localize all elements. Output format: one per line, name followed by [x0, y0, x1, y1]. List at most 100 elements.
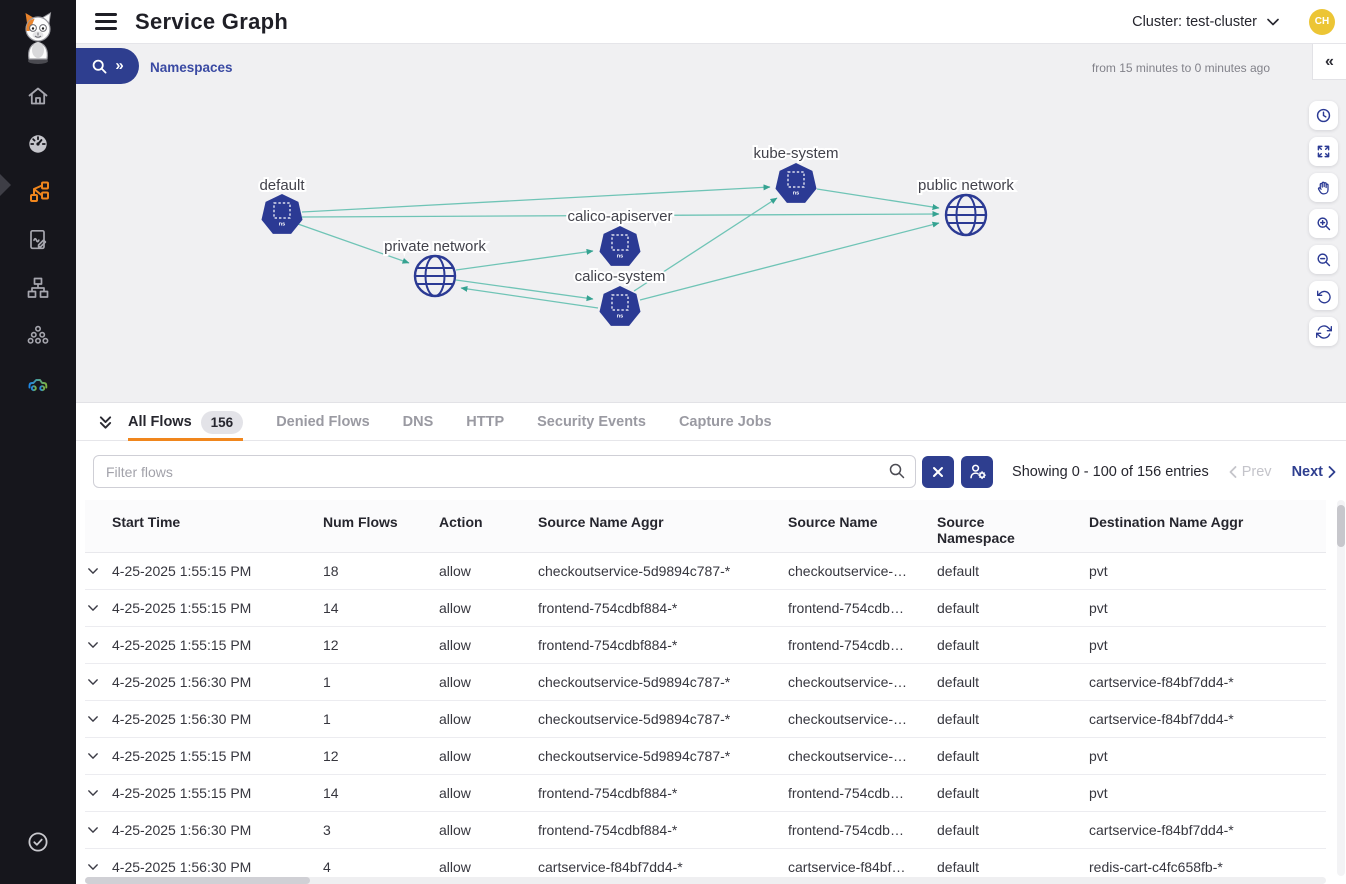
row-expand-chevron-icon[interactable] [85, 715, 112, 723]
next-page-button[interactable]: Next [1292, 464, 1336, 480]
collapse-flows-button[interactable] [92, 415, 118, 430]
row-expand-chevron-icon[interactable] [85, 604, 112, 612]
row-expand-chevron-icon[interactable] [85, 752, 112, 760]
cell-action: allow [439, 748, 471, 764]
column-header-source-name[interactable]: Source Name [788, 514, 878, 530]
breadcrumb[interactable]: Namespaces [150, 60, 233, 75]
table-row[interactable]: 4-25-2025 1:56:30 PM 3 allow frontend-754cd… [85, 812, 1326, 849]
prev-page-button[interactable]: Prev [1229, 464, 1272, 480]
sidebar-item-compliance[interactable] [0, 818, 76, 866]
table-row[interactable]: 4-25-2025 1:55:15 PM 12 allow frontend-754c… [85, 627, 1326, 664]
next-label: Next [1291, 463, 1323, 480]
hamburger-menu-button[interactable] [95, 13, 117, 30]
collapse-side-panel-button[interactable]: « [1312, 44, 1346, 80]
clock-icon [1316, 108, 1331, 123]
column-settings-button[interactable] [961, 455, 993, 488]
cell-start-time: 4-25-2025 1:56:30 PM [112, 859, 252, 875]
car-icon [28, 379, 48, 392]
zoom-out-icon [1317, 253, 1331, 267]
close-icon [933, 466, 943, 477]
time-range-button[interactable] [1309, 101, 1338, 130]
cell-source-name-aggr: checkoutservice-5d9894c787-* [538, 563, 731, 579]
graph-node-private-network[interactable] [413, 254, 457, 298]
service-graph-canvas[interactable]: ns ns ns ns default private network cali… [76, 44, 1346, 402]
row-expand-chevron-icon[interactable] [85, 641, 112, 649]
row-expand-chevron-icon[interactable] [85, 826, 112, 834]
undo-button[interactable] [1309, 281, 1338, 310]
graph-search-button[interactable]: » [76, 48, 139, 84]
fit-to-screen-button[interactable] [1309, 137, 1338, 166]
cell-source-namespace: default [937, 711, 980, 727]
table-row[interactable]: 4-25-2025 1:56:30 PM 1 allow checkoutservic… [85, 701, 1326, 738]
sidebar-item-home[interactable] [0, 72, 76, 120]
table-row[interactable]: 4-25-2025 1:55:15 PM 18 allow checkoutservi… [85, 553, 1326, 590]
sidebar-item-service-graph[interactable] [0, 168, 76, 216]
graph-node-calico-system[interactable]: ns [598, 285, 642, 327]
cell-num-flows: 3 [323, 822, 331, 838]
column-header-source-name-aggr[interactable]: Source Name Aggr [538, 514, 664, 530]
sidebar-item-logs[interactable] [0, 216, 76, 264]
cell-source-name: frontend-754cdb… [788, 822, 904, 838]
cell-num-flows: 12 [323, 637, 339, 653]
cell-num-flows: 12 [323, 748, 339, 764]
tab-label: DNS [402, 414, 434, 430]
cell-action: allow [439, 785, 471, 801]
cell-start-time: 4-25-2025 1:56:30 PM [112, 822, 252, 838]
tab-all-flows[interactable]: All Flows 156 [128, 404, 244, 441]
flows-filter-row: Showing 0 - 100 of 156 entries Prev Next [93, 455, 1336, 488]
cell-source-name-aggr: cartservice-f84bf7dd4-* [538, 859, 683, 875]
zoom-out-button[interactable] [1309, 245, 1338, 274]
zoom-in-button[interactable] [1309, 209, 1338, 238]
avatar-initials: CH [1314, 16, 1330, 27]
cluster-selector[interactable]: Cluster: test-cluster [1132, 14, 1279, 30]
service-graph-icon [30, 181, 49, 202]
row-expand-chevron-icon[interactable] [85, 789, 112, 797]
tab-denied-flows[interactable]: Denied Flows [276, 404, 369, 440]
row-expand-chevron-icon[interactable] [85, 567, 112, 575]
horizontal-scrollbar-thumb[interactable] [85, 877, 310, 884]
cell-source-name-aggr: checkoutservice-5d9894c787-* [538, 674, 731, 690]
tab-capture-jobs[interactable]: Capture Jobs [679, 404, 772, 440]
tab-dns[interactable]: DNS [403, 404, 434, 440]
cell-action: allow [439, 674, 471, 690]
cell-source-name: checkoutservice-… [788, 563, 908, 579]
table-row[interactable]: 4-25-2025 1:55:15 PM 12 allow checkoutservi… [85, 738, 1326, 775]
horizontal-scrollbar-track[interactable] [85, 877, 1326, 884]
column-header-num-flows[interactable]: Num Flows [323, 514, 398, 530]
table-row[interactable]: 4-25-2025 1:55:15 PM 14 allow frontend-754c… [85, 590, 1326, 627]
graph-node-public-network[interactable] [944, 193, 988, 237]
cell-source-name-aggr: frontend-754cdbf884-* [538, 822, 678, 838]
sidebar-item-dashboard[interactable] [0, 120, 76, 168]
graph-node-label: public network [918, 177, 1014, 194]
sidebar-item-network-sets[interactable] [0, 264, 76, 312]
svg-text:ns: ns [793, 191, 799, 197]
column-header-start-time[interactable]: Start Time [112, 514, 181, 530]
calico-cat-logo-image [25, 12, 52, 64]
sidebar-item-cluster[interactable] [0, 312, 76, 360]
tab-security-events[interactable]: Security Events [537, 404, 646, 440]
column-header-source-namespace[interactable]: Source Namespace [937, 514, 1015, 547]
avatar[interactable]: CH [1309, 8, 1335, 35]
cell-dest-name-aggr: pvt [1089, 637, 1108, 653]
calico-cat-logo[interactable] [0, 0, 76, 72]
vertical-scrollbar-thumb[interactable] [1337, 505, 1345, 547]
graph-node-calico-apiserver[interactable]: ns [598, 225, 642, 267]
vertical-scrollbar-track[interactable] [1337, 500, 1345, 876]
cell-source-namespace: default [937, 563, 980, 579]
refresh-button[interactable] [1309, 317, 1338, 346]
column-header-action[interactable]: Action [439, 514, 483, 530]
sidebar-item-image-assurance[interactable] [0, 360, 76, 408]
svg-text:ns: ns [617, 314, 623, 320]
pan-button[interactable] [1309, 173, 1338, 202]
tab-http[interactable]: HTTP [466, 404, 504, 440]
table-row[interactable]: 4-25-2025 1:55:15 PM 14 allow frontend-754c… [85, 775, 1326, 812]
tab-label: Security Events [537, 414, 646, 430]
filter-flows-input[interactable] [93, 455, 916, 488]
row-expand-chevron-icon[interactable] [85, 678, 112, 686]
clear-filter-button[interactable] [922, 455, 954, 488]
column-header-destination-name-aggr[interactable]: Destination Name Aggr [1089, 514, 1244, 530]
graph-node-kube-system[interactable]: ns [774, 162, 818, 204]
table-row[interactable]: 4-25-2025 1:56:30 PM 1 allow checkoutservic… [85, 664, 1326, 701]
graph-node-default[interactable]: ns [260, 193, 304, 235]
row-expand-chevron-icon[interactable] [85, 863, 112, 871]
